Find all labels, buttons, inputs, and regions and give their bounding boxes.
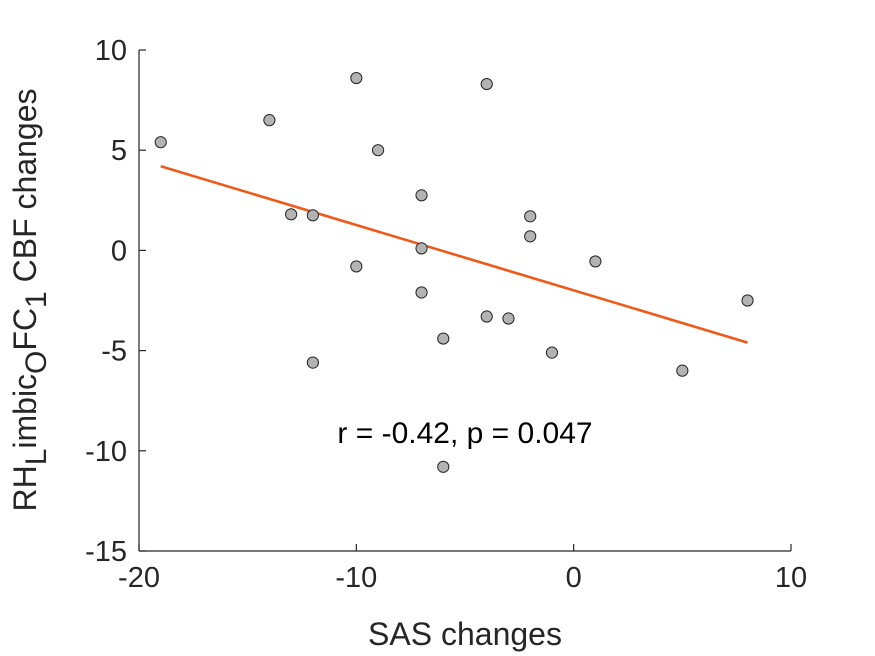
data-point bbox=[306, 209, 319, 222]
data-point bbox=[415, 242, 428, 255]
x-tick-label: 10 bbox=[775, 562, 807, 594]
data-point bbox=[437, 460, 450, 473]
data-points bbox=[154, 71, 754, 473]
regression-line-group bbox=[160, 164, 748, 344]
y-axis-label-part: L bbox=[20, 449, 53, 466]
y-tick-label: 0 bbox=[111, 235, 127, 267]
x-ticks: -20 -10 0 10 bbox=[118, 544, 807, 594]
y-ticks: -15 -10 -5 0 5 10 bbox=[85, 35, 146, 568]
data-point bbox=[306, 356, 319, 369]
data-point bbox=[545, 346, 559, 359]
y-tick-label: -5 bbox=[101, 336, 127, 368]
y-tick-label: 10 bbox=[95, 35, 127, 67]
data-point bbox=[415, 189, 428, 202]
data-point bbox=[285, 208, 298, 221]
data-point bbox=[480, 310, 493, 323]
x-tick-label: 0 bbox=[566, 562, 582, 594]
data-point bbox=[741, 294, 754, 307]
data-point bbox=[154, 136, 167, 149]
y-axis-label-part: 1 bbox=[20, 291, 53, 308]
y-axis-label-part: imbic bbox=[7, 374, 43, 449]
data-point bbox=[350, 71, 363, 85]
x-axis-label: SAS changes bbox=[368, 616, 562, 652]
regression-line bbox=[160, 164, 748, 344]
data-point bbox=[350, 260, 363, 273]
x-tick-label: -10 bbox=[335, 562, 377, 594]
y-axis-label-part: RH bbox=[7, 465, 43, 511]
y-tick-label: 5 bbox=[111, 135, 127, 167]
y-tick-label: -15 bbox=[85, 536, 127, 568]
data-point bbox=[263, 114, 276, 127]
data-point bbox=[589, 255, 602, 268]
data-point bbox=[371, 144, 385, 157]
axes bbox=[138, 50, 791, 552]
y-axis-label-part: FC bbox=[7, 308, 43, 351]
y-axis-label-part: O bbox=[20, 351, 53, 374]
y-axis-label-part: CBF changes bbox=[7, 88, 43, 291]
correlation-annotation: r = -0.42, p = 0.047 bbox=[337, 417, 592, 450]
y-tick-label: -10 bbox=[85, 436, 127, 468]
data-point bbox=[415, 286, 428, 299]
data-point bbox=[480, 77, 493, 91]
data-point bbox=[437, 332, 450, 345]
data-point bbox=[676, 364, 689, 377]
data-point bbox=[502, 312, 515, 325]
x-tick-label: -20 bbox=[118, 562, 160, 594]
y-axis-label: RHLimbicOFC1 CBF changes bbox=[7, 88, 53, 511]
data-point bbox=[524, 210, 537, 223]
data-point bbox=[524, 230, 537, 243]
